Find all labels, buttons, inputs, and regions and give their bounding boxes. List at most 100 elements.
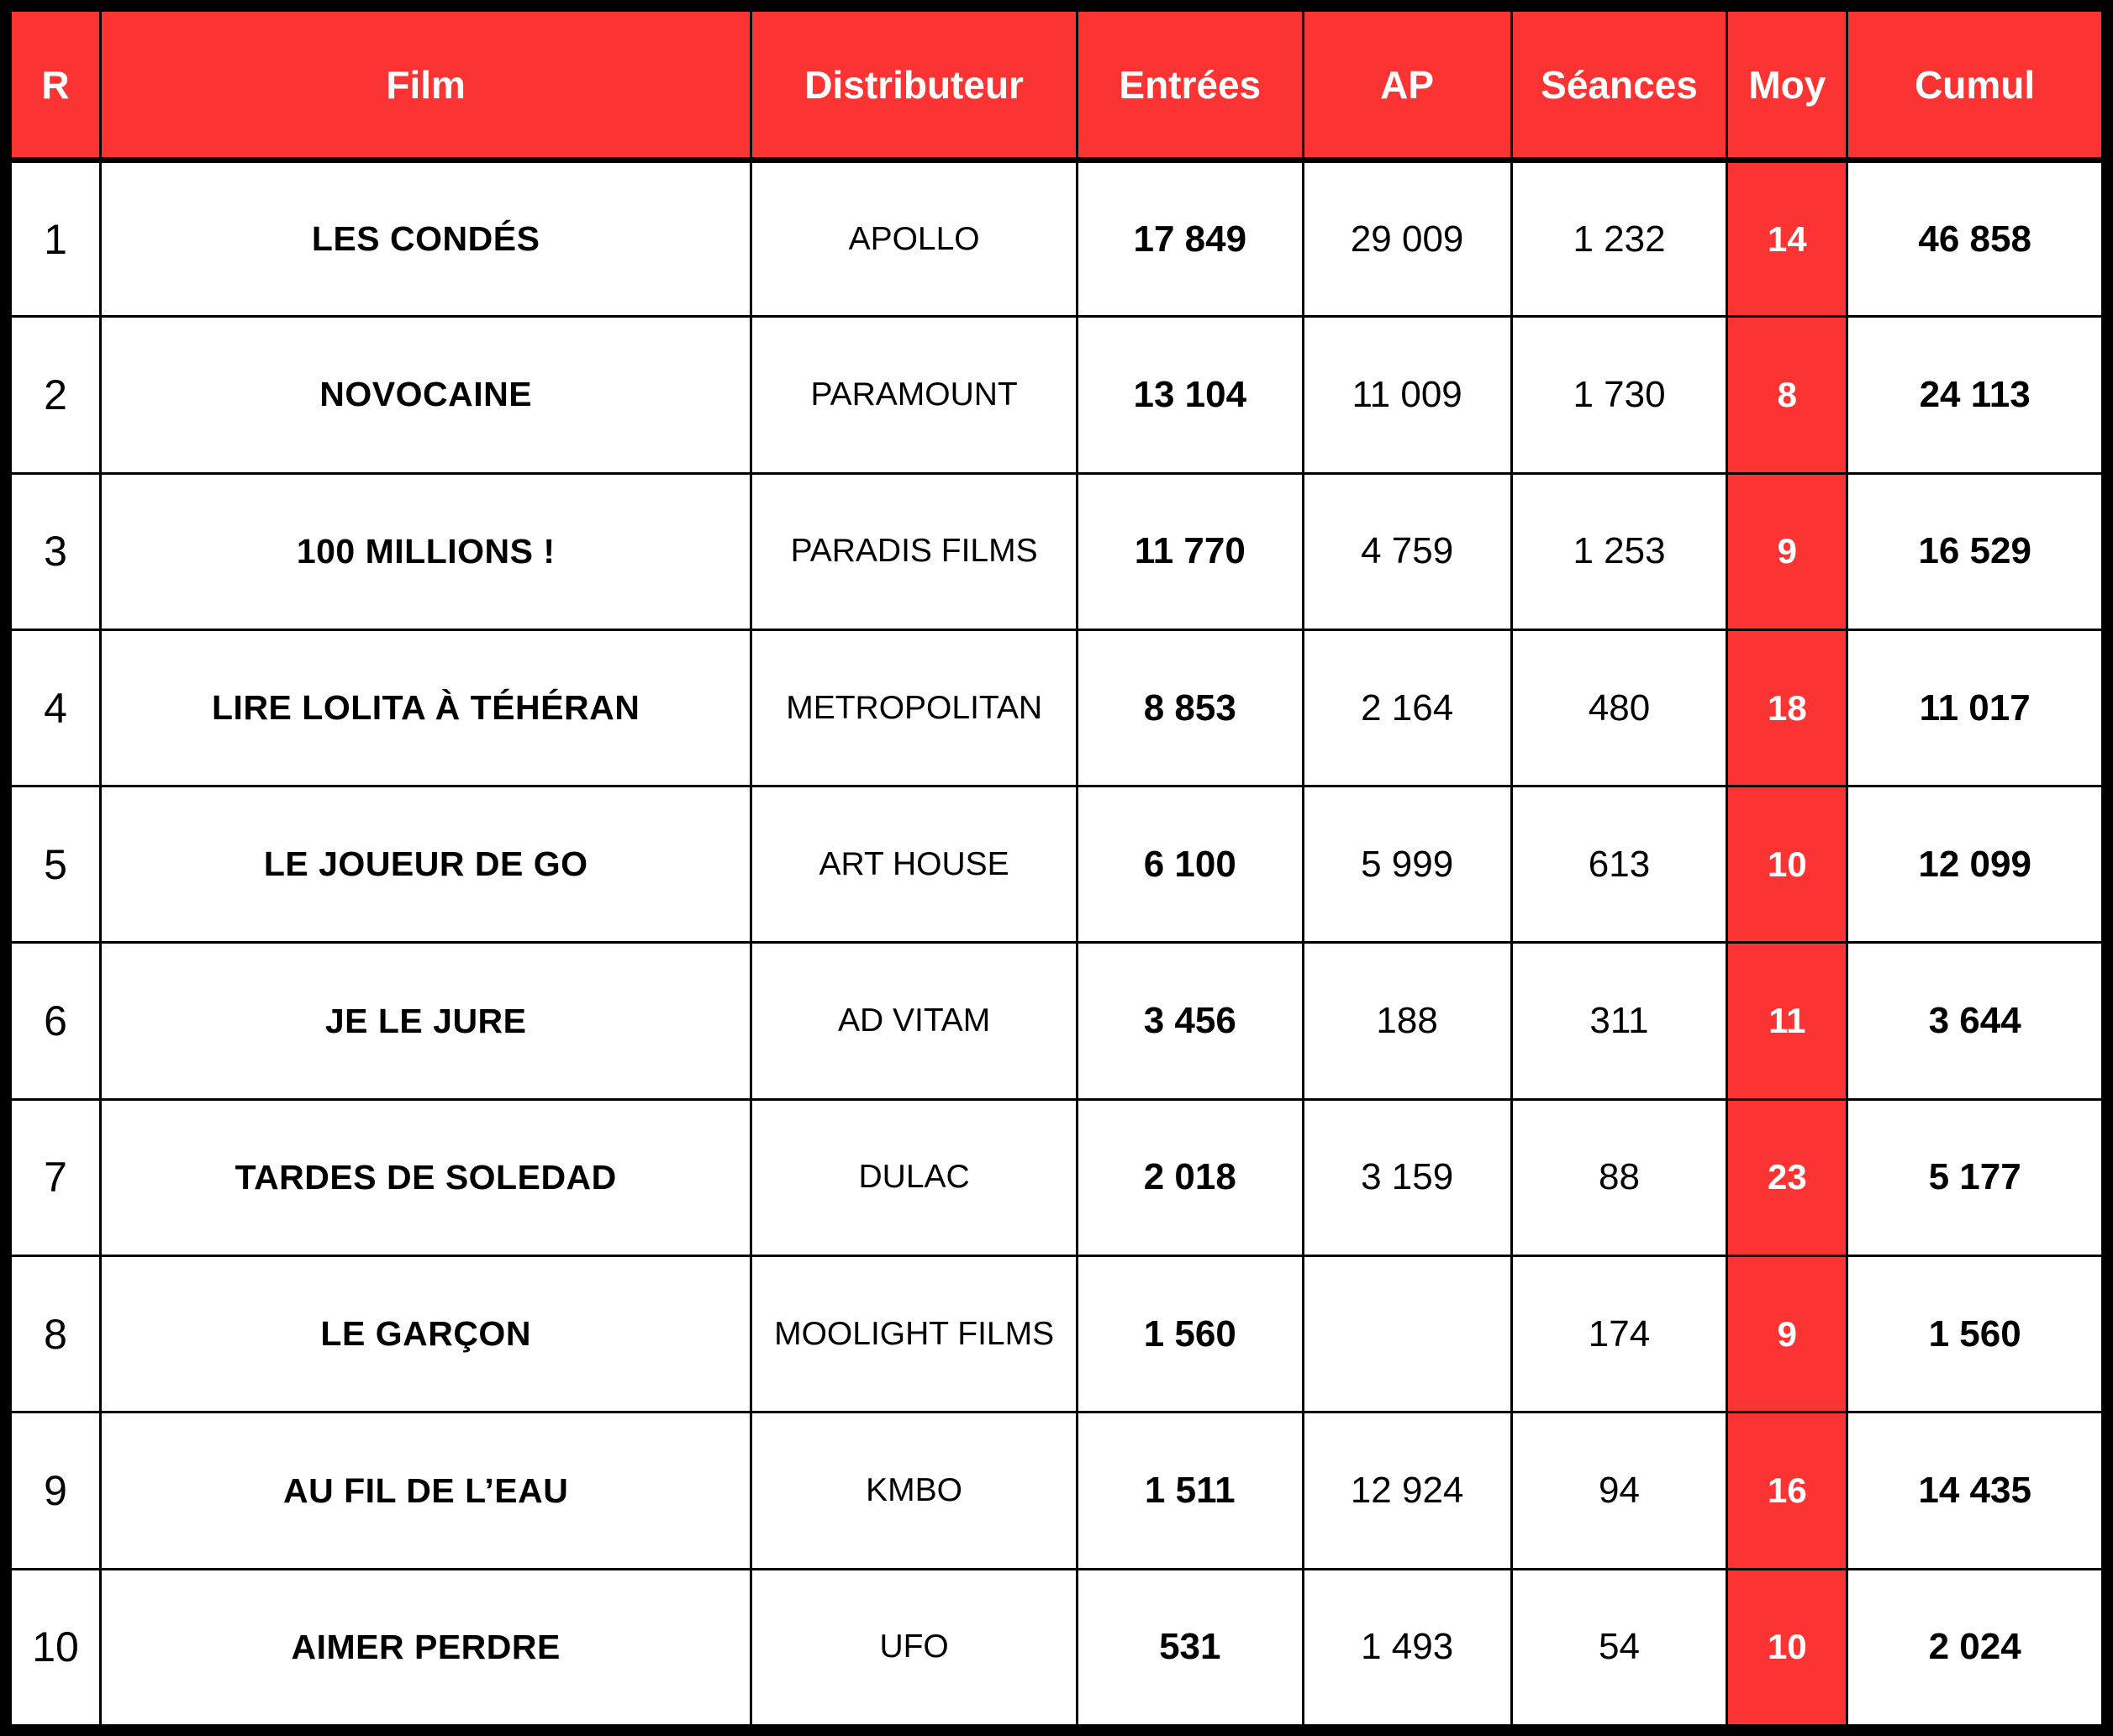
- cumul-cell: 24 113: [1846, 315, 2104, 475]
- seances-cell: 311: [1510, 941, 1729, 1101]
- entrees-cell: 1 560: [1075, 1255, 1304, 1414]
- column-header-rank: R: [8, 9, 103, 163]
- film-cell: LE JOUEUR DE GO: [99, 785, 753, 944]
- seances-cell: 54: [1510, 1567, 1729, 1728]
- table-row: 2 NOVOCAINE PARAMOUNT 13 104 11 009 1 730 8 24 …: [8, 315, 2104, 475]
- rank-cell: 3: [8, 471, 103, 631]
- distributor-cell: ART HOUSE: [750, 785, 1078, 944]
- cumul-cell: 1 560: [1846, 1255, 2104, 1414]
- entrees-cell: 2 018: [1075, 1097, 1304, 1258]
- cumul-cell: 12 099: [1846, 785, 2104, 944]
- rank-cell: 9: [8, 1411, 103, 1570]
- table-row: 4 LIRE LOLITA À TÉHÉRAN METROPOLITAN 8 853 2…: [8, 628, 2104, 788]
- moy-cell: 18: [1726, 628, 1849, 788]
- column-header-cumul: Cumul: [1846, 9, 2104, 163]
- rank-cell: 7: [8, 1097, 103, 1258]
- seances-cell: 94: [1510, 1411, 1729, 1570]
- entrees-cell: 11 770: [1075, 471, 1304, 631]
- table-row: 1 LES CONDÉS APOLLO 17 849 29 009 1 232 14 46 8…: [8, 158, 2104, 318]
- table-row: 10 AIMER PERDRE UFO 531 1 493 54 10 2 024: [8, 1567, 2104, 1728]
- column-header-distributor: Distributeur: [750, 9, 1078, 163]
- column-header-seances: Séances: [1510, 9, 1729, 163]
- rank-cell: 6: [8, 941, 103, 1101]
- entrees-cell: 17 849: [1075, 158, 1304, 318]
- film-cell: LES CONDÉS: [99, 158, 753, 318]
- distributor-cell: PARADIS FILMS: [750, 471, 1078, 631]
- rank-cell: 1: [8, 158, 103, 318]
- entrees-cell: 1 511: [1075, 1411, 1304, 1570]
- seances-cell: 613: [1510, 785, 1729, 944]
- rank-cell: 4: [8, 628, 103, 788]
- cumul-cell: 46 858: [1846, 158, 2104, 318]
- column-header-moy: Moy: [1726, 9, 1849, 163]
- box-office-table: R Film Distributeur Entrées AP Séances M…: [8, 9, 2104, 1728]
- moy-cell: 10: [1726, 1567, 1849, 1728]
- seances-cell: 480: [1510, 628, 1729, 788]
- header-row: R Film Distributeur Entrées AP Séances M…: [8, 9, 2104, 163]
- moy-cell: 16: [1726, 1411, 1849, 1570]
- film-cell: JE LE JURE: [99, 941, 753, 1101]
- table-row: 3 100 MILLIONS ! PARADIS FILMS 11 770 4 759 1…: [8, 471, 2104, 631]
- distributor-cell: AD VITAM: [750, 941, 1078, 1101]
- film-cell: AIMER PERDRE: [99, 1567, 753, 1728]
- ap-cell: 3 159: [1301, 1097, 1513, 1258]
- moy-cell: 14: [1726, 158, 1849, 318]
- rank-cell: 2: [8, 315, 103, 475]
- rank-cell: 10: [8, 1567, 103, 1728]
- seances-cell: 1 253: [1510, 471, 1729, 631]
- table-body: 1 LES CONDÉS APOLLO 17 849 29 009 1 232 14 46 8…: [8, 158, 2104, 1728]
- table-row: 8 LE GARÇON MOOLIGHT FILMS 1 560 174 9 1 560: [8, 1255, 2104, 1414]
- film-cell: 100 MILLIONS !: [99, 471, 753, 631]
- moy-cell: 23: [1726, 1097, 1849, 1258]
- entrees-cell: 13 104: [1075, 315, 1304, 475]
- ap-cell: 1 493: [1301, 1567, 1513, 1728]
- column-header-ap: AP: [1301, 9, 1513, 163]
- cumul-cell: 16 529: [1846, 471, 2104, 631]
- ap-cell: 4 759: [1301, 471, 1513, 631]
- cumul-cell: 5 177: [1846, 1097, 2104, 1258]
- ap-cell: 12 924: [1301, 1411, 1513, 1570]
- entrees-cell: 3 456: [1075, 941, 1304, 1101]
- moy-cell: 11: [1726, 941, 1849, 1101]
- moy-cell: 9: [1726, 471, 1849, 631]
- distributor-cell: PARAMOUNT: [750, 315, 1078, 475]
- moy-cell: 9: [1726, 1255, 1849, 1414]
- seances-cell: 174: [1510, 1255, 1729, 1414]
- ap-cell: 2 164: [1301, 628, 1513, 788]
- seances-cell: 88: [1510, 1097, 1729, 1258]
- cumul-cell: 3 644: [1846, 941, 2104, 1101]
- table-row: 7 TARDES DE SOLEDAD DULAC 2 018 3 159 88 23 5 1…: [8, 1097, 2104, 1258]
- distributor-cell: METROPOLITAN: [750, 628, 1078, 788]
- ap-cell: 29 009: [1301, 158, 1513, 318]
- moy-cell: 8: [1726, 315, 1849, 475]
- table-row: 5 LE JOUEUR DE GO ART HOUSE 6 100 5 999 613 10…: [8, 785, 2104, 944]
- film-cell: LE GARÇON: [99, 1255, 753, 1414]
- column-header-film: Film: [99, 9, 753, 163]
- ap-cell: 188: [1301, 941, 1513, 1101]
- ap-cell: 5 999: [1301, 785, 1513, 944]
- entrees-cell: 8 853: [1075, 628, 1304, 788]
- table-row: 6 JE LE JURE AD VITAM 3 456 188 311 11 3 644: [8, 941, 2104, 1101]
- film-cell: LIRE LOLITA À TÉHÉRAN: [99, 628, 753, 788]
- distributor-cell: KMBO: [750, 1411, 1078, 1570]
- distributor-cell: APOLLO: [750, 158, 1078, 318]
- film-cell: AU FIL DE L’EAU: [99, 1411, 753, 1570]
- moy-cell: 10: [1726, 785, 1849, 944]
- entrees-cell: 531: [1075, 1567, 1304, 1728]
- cumul-cell: 14 435: [1846, 1411, 2104, 1570]
- film-cell: NOVOCAINE: [99, 315, 753, 475]
- ap-cell: [1301, 1255, 1513, 1414]
- ap-cell: 11 009: [1301, 315, 1513, 475]
- distributor-cell: DULAC: [750, 1097, 1078, 1258]
- distributor-cell: MOOLIGHT FILMS: [750, 1255, 1078, 1414]
- rank-cell: 5: [8, 785, 103, 944]
- cumul-cell: 2 024: [1846, 1567, 2104, 1728]
- film-cell: TARDES DE SOLEDAD: [99, 1097, 753, 1258]
- table-row: 9 AU FIL DE L’EAU KMBO 1 511 12 924 94 16 14 43…: [8, 1411, 2104, 1570]
- cumul-cell: 11 017: [1846, 628, 2104, 788]
- distributor-cell: UFO: [750, 1567, 1078, 1728]
- seances-cell: 1 730: [1510, 315, 1729, 475]
- column-header-entrees: Entrées: [1075, 9, 1304, 163]
- table-header: R Film Distributeur Entrées AP Séances M…: [8, 9, 2104, 163]
